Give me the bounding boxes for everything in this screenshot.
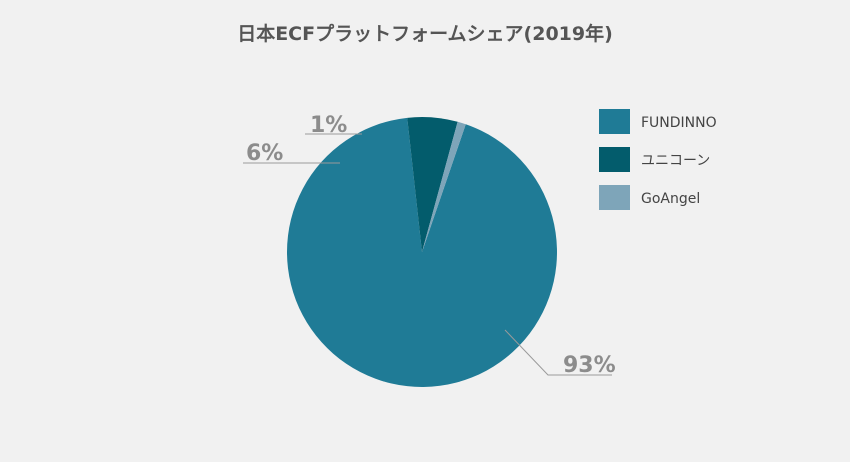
- data-labels: 93% 6% 1%: [246, 113, 616, 378]
- data-label: 1%: [310, 113, 347, 138]
- data-label: 6%: [246, 141, 283, 166]
- data-label: 93%: [563, 353, 616, 378]
- legend: FUNDINNO ユニコーン GoAngel: [599, 109, 717, 210]
- chart-title: 日本ECFプラットフォームシェア(2019年): [237, 22, 613, 45]
- legend-label: GoAngel: [641, 191, 700, 207]
- legend-label: FUNDINNO: [641, 115, 717, 131]
- leader-lines: [243, 133, 612, 376]
- pie-slice-ユニコーン: [407, 117, 458, 252]
- legend-label: ユニコーン: [641, 153, 710, 169]
- pie-slice-goangel: [422, 121, 466, 252]
- legend-swatch: [599, 109, 630, 134]
- leader-line: [504, 329, 612, 376]
- legend-swatch: [599, 185, 630, 210]
- pie-slices: [287, 117, 557, 388]
- pie-slice-fundinno: [287, 117, 557, 388]
- legend-swatch: [599, 147, 630, 172]
